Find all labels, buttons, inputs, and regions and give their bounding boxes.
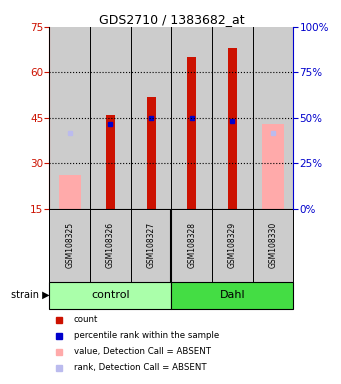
Bar xyxy=(147,97,155,209)
Text: percentile rank within the sample: percentile rank within the sample xyxy=(74,331,219,340)
Text: Dahl: Dahl xyxy=(220,290,245,300)
Bar xyxy=(49,209,90,281)
Bar xyxy=(212,27,253,209)
Bar xyxy=(187,57,196,209)
Text: GSM108327: GSM108327 xyxy=(147,222,155,268)
Bar xyxy=(228,48,237,209)
Bar xyxy=(212,209,253,281)
Bar xyxy=(106,115,115,209)
Bar xyxy=(59,175,81,209)
Text: rank, Detection Call = ABSENT: rank, Detection Call = ABSENT xyxy=(74,363,206,372)
Text: control: control xyxy=(91,290,130,300)
Bar xyxy=(171,281,293,309)
Bar xyxy=(171,209,212,281)
Title: GDS2710 / 1383682_at: GDS2710 / 1383682_at xyxy=(99,13,244,26)
Bar xyxy=(131,27,171,209)
Text: GSM108326: GSM108326 xyxy=(106,222,115,268)
Text: value, Detection Call = ABSENT: value, Detection Call = ABSENT xyxy=(74,347,211,356)
Text: strain ▶: strain ▶ xyxy=(11,290,49,300)
Text: GSM108330: GSM108330 xyxy=(268,222,278,268)
Bar xyxy=(49,27,90,209)
Text: count: count xyxy=(74,316,98,324)
Bar xyxy=(90,27,131,209)
Bar xyxy=(171,27,212,209)
Bar xyxy=(49,281,171,309)
Bar xyxy=(253,209,293,281)
Bar xyxy=(253,27,293,209)
Bar xyxy=(262,124,284,209)
Text: GSM108329: GSM108329 xyxy=(228,222,237,268)
Bar xyxy=(131,209,171,281)
Text: GSM108328: GSM108328 xyxy=(187,222,196,268)
Bar xyxy=(90,209,131,281)
Text: GSM108325: GSM108325 xyxy=(65,222,74,268)
